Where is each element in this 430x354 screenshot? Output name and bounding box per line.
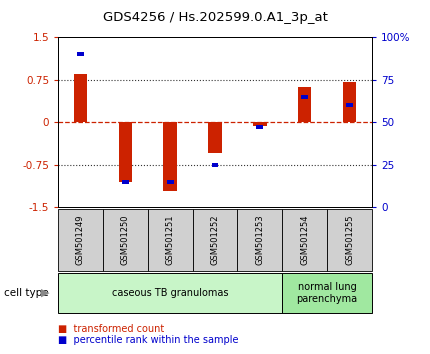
Bar bbox=[74, 74, 87, 122]
Text: cell type: cell type bbox=[4, 288, 49, 298]
Text: GSM501250: GSM501250 bbox=[121, 215, 130, 265]
Bar bbox=[119, 122, 132, 182]
Bar bbox=[253, 122, 267, 126]
Bar bbox=[237, 209, 282, 271]
Text: ▶: ▶ bbox=[41, 288, 49, 298]
Text: GDS4256 / Hs.202599.0.A1_3p_at: GDS4256 / Hs.202599.0.A1_3p_at bbox=[103, 11, 327, 24]
Bar bbox=[103, 209, 148, 271]
Bar bbox=[327, 209, 372, 271]
Bar bbox=[58, 209, 103, 271]
Bar bbox=[282, 273, 372, 313]
Text: GSM501253: GSM501253 bbox=[255, 215, 264, 265]
Text: GSM501252: GSM501252 bbox=[211, 215, 219, 265]
Bar bbox=[301, 95, 308, 99]
Bar bbox=[346, 103, 353, 107]
Bar bbox=[167, 179, 174, 184]
Text: ■  percentile rank within the sample: ■ percentile rank within the sample bbox=[58, 335, 239, 345]
Bar bbox=[148, 209, 193, 271]
Text: ■  transformed count: ■ transformed count bbox=[58, 324, 164, 334]
Bar bbox=[58, 273, 282, 313]
Bar bbox=[212, 162, 218, 167]
Bar bbox=[298, 87, 311, 122]
Bar bbox=[77, 52, 84, 56]
Bar bbox=[256, 125, 263, 129]
Bar bbox=[343, 82, 356, 122]
Text: GSM501255: GSM501255 bbox=[345, 215, 354, 265]
Bar bbox=[282, 209, 327, 271]
Text: normal lung
parenchyma: normal lung parenchyma bbox=[297, 282, 358, 304]
Bar bbox=[193, 209, 237, 271]
Text: GSM501251: GSM501251 bbox=[166, 215, 175, 265]
Bar bbox=[208, 122, 222, 153]
Text: caseous TB granulomas: caseous TB granulomas bbox=[112, 288, 228, 298]
Text: GSM501254: GSM501254 bbox=[300, 215, 309, 265]
Bar bbox=[163, 122, 177, 191]
Bar bbox=[122, 179, 129, 184]
Text: GSM501249: GSM501249 bbox=[76, 215, 85, 265]
